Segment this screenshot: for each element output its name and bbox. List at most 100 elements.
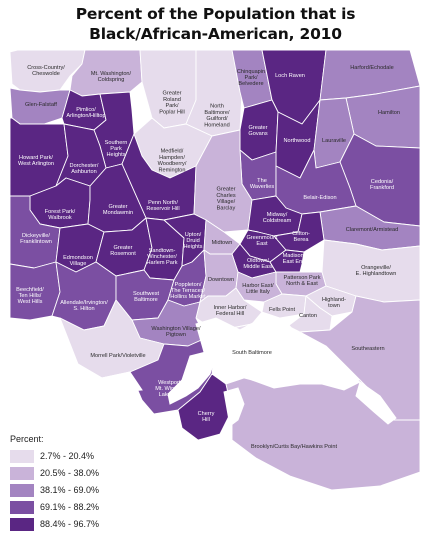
neighborhood-label-line: Walbrook (48, 215, 72, 221)
neighborhood-label-line: Morrell Park/Violetville (90, 353, 145, 359)
neighborhood-label-highlandtown: Highland-town (322, 297, 346, 309)
neighborhood-label-line: Southern (105, 140, 128, 146)
neighborhood-label-line: Homeland (204, 122, 230, 128)
neighborhood-label-pimlico: Pimlico/Arlington/Hilltop (66, 107, 105, 119)
neighborhood-label-allendale: Allendale/Irvington/S. Hilton (60, 300, 108, 312)
neighborhood-label-line: Harlem Park (146, 260, 177, 266)
neighborhood-label-line: S. Hilton (73, 306, 94, 312)
neighborhood-label-line: Coldstream (263, 218, 292, 224)
map-title-line-2: Black/African-American, 2010 (89, 25, 342, 43)
neighborhood-label-line: Harbor East/ (242, 283, 274, 289)
neighborhood-label-line: Midtown (212, 240, 233, 246)
neighborhood-label-line: Little Italy (246, 289, 270, 295)
neighborhood-label-orangeville: Orangeville/E. Highlandtown (356, 265, 397, 277)
neighborhood-label-line: Hamilton (378, 110, 400, 116)
neighborhood-label-line: The (257, 178, 267, 184)
neighborhood-label-line: Rosemont (110, 251, 136, 257)
neighborhood-label-line: Dickeyville/ (22, 233, 50, 239)
neighborhood-label-line: Coldspring (98, 77, 125, 83)
neighborhood-label-line: Park/ (165, 103, 179, 109)
neighborhood-label-morrell-park: Morrell Park/Violetville (90, 353, 145, 359)
neighborhood-label-line: Southwest (133, 291, 160, 297)
neighborhood-label-line: Dorchester/ (70, 163, 99, 169)
neighborhood-label-line: West Arlington (18, 161, 54, 167)
neighborhood-label-line: Cheswolde (32, 71, 60, 77)
neighborhood-label-line: Cross-Country/ (27, 65, 65, 71)
neighborhood-label-line: Fells Point (269, 307, 296, 313)
neighborhood-label-line: Heights (107, 152, 126, 158)
neighborhood-label-line: East End (283, 259, 306, 265)
neighborhood-label-line: Claremont/Armistead (346, 227, 399, 233)
neighborhood-label-claremont-armistead: Claremont/Armistead (346, 227, 399, 233)
neighborhood-label-line: Loch Raven (275, 73, 305, 79)
neighborhood-label-line: Ashburton (71, 169, 97, 175)
neighborhood-label-southwest-baltimore: Southwest Baltimore (133, 291, 160, 303)
neighborhood-label-lauraville: Lauraville (322, 138, 346, 144)
neighborhood-label-line: Washington Village/ (151, 326, 201, 332)
neighborhood-label-upton-druid: Upton/Druid Heights (184, 232, 203, 250)
neighborhood-label-line: Westport/ (158, 380, 182, 386)
neighborhood-label-line: Waverlies (250, 184, 275, 190)
neighborhood-label-north-baltimore: North Baltimore/Guilford/Homeland (204, 104, 230, 129)
neighborhood-label-line: Hill (202, 417, 210, 423)
neighborhood-label-line: E. Highlandtown (356, 271, 397, 277)
neighborhood-label-line: Charles (216, 193, 235, 199)
neighborhood-label-line: Allendale/Irvington/ (60, 300, 108, 306)
neighborhood-label-line: Beechfield/ (16, 287, 44, 293)
legend-swatch (10, 450, 34, 463)
neighborhood-label-line: Patterson Park (284, 275, 321, 281)
neighborhood-label-patterson-park: Patterson Park North & East (284, 275, 321, 287)
neighborhood-label-oldtown: Oldtown/Middle East (243, 258, 273, 270)
neighborhood-label-line: Greenmount (246, 235, 278, 241)
neighborhood-label-line: North (210, 104, 224, 110)
neighborhood-label-line: Roland (163, 97, 181, 103)
legend-swatch (10, 484, 34, 497)
neighborhood-label-greater-govans: Greater Govans (248, 125, 267, 137)
neighborhood-label-line: Greater (217, 187, 236, 193)
neighborhood-label-line: Edmondson (63, 255, 93, 261)
neighborhood-label-line: Belair-Edison (303, 195, 336, 201)
neighborhood-label-line: Orangeville/ (361, 265, 391, 271)
neighborhood-label-line: Greater (163, 91, 182, 97)
neighborhood-label-line: Upton/ (185, 232, 202, 238)
neighborhood-label-line: Clifton- (292, 231, 310, 237)
neighborhood-label-mt-washington: Mt. Washington/Coldspring (91, 71, 132, 83)
neighborhood-label-line: Harford/Echodale (350, 65, 394, 71)
legend-title: Percent: (10, 434, 44, 444)
legend-label: 69.1% - 88.2% (40, 502, 100, 512)
neighborhood-label-beechfield: Beechfield/Ten Hills/West Hills (16, 287, 44, 305)
neighborhood-label-harford-echodale: Harford/Echodale (350, 65, 394, 71)
neighborhood-label-line: Lauraville (322, 138, 346, 144)
neighborhood-label-greater-mondawmin: Greater Mondawmin (103, 204, 133, 216)
legend-swatch (10, 518, 34, 531)
neighborhood-label-line: Southeastern (351, 346, 384, 352)
neighborhood-label-line: Baltimore (134, 297, 158, 303)
neighborhood-label-brooklyn: Brooklyn/Curtis Bay/Hawkins Point (251, 444, 338, 450)
neighborhood-label-line: Cedonia/ (371, 179, 394, 185)
neighborhood-label-line: Remington (158, 167, 185, 173)
neighborhood-label-line: Medfield/ (161, 149, 184, 155)
neighborhood-label-line: Arlington/Hilltop (66, 113, 105, 119)
neighborhood-label-line: Brooklyn/Curtis Bay/Hawkins Point (251, 444, 338, 450)
neighborhood-label-glen-falstaff: Glen-Falstaff (25, 102, 57, 108)
neighborhood-label-line: Frankford (370, 185, 394, 191)
neighborhood-label-cedonia: Cedonia/Frankford (370, 179, 394, 191)
neighborhood-label-northwood: Northwood (283, 138, 310, 144)
neighborhood-label-line: Highland- (322, 297, 346, 303)
neighborhood-label-line: Govans (248, 131, 267, 137)
neighborhood-label-hamilton: Hamilton (378, 110, 400, 116)
neighborhood-label-line: Ten Hills/ (19, 293, 42, 299)
neighborhood-label-line: Druid (186, 238, 199, 244)
neighborhood-label-midway-coldstream: Midway/Coldstream (263, 212, 292, 224)
neighborhood-label-medfield: Medfield/Hampden/Woodberry/Remington (158, 149, 187, 174)
neighborhood-label-line: Greater (249, 125, 268, 131)
neighborhood-label-line: Heights (184, 244, 203, 250)
neighborhood-label-greenmount-east: Greenmount East (246, 235, 278, 247)
neighborhood-label-line: Howard Park/ (19, 155, 53, 161)
neighborhood-label-line: Forest Park/ (45, 209, 76, 215)
water-body (167, 351, 215, 405)
neighborhood-label-line: Woodberry/ (158, 161, 187, 167)
water-body (57, 349, 143, 393)
neighborhood-cross-country (9, 49, 86, 93)
